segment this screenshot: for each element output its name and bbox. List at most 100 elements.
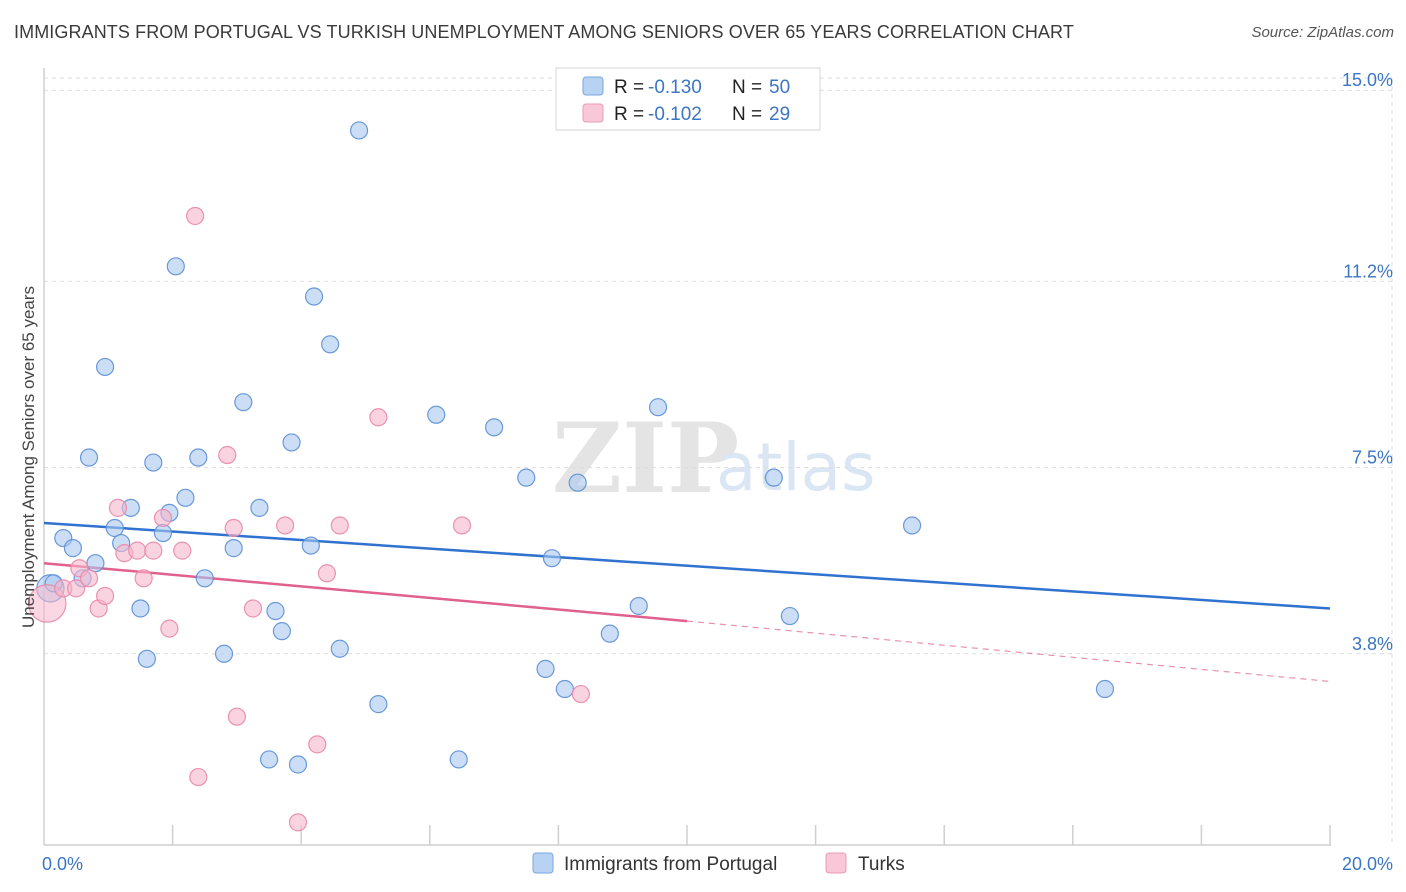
turks-point [288, 813, 308, 832]
portugal-point [764, 468, 783, 487]
legend-n-value-turks: 29 [769, 104, 790, 125]
bottom-legend-item-turks[interactable]: Turks [825, 852, 905, 875]
turks-point [330, 516, 349, 535]
portugal-point [648, 398, 668, 417]
portugal-point [166, 257, 185, 276]
portugal-point [304, 287, 324, 306]
turks-point [186, 206, 205, 226]
portugal-point [369, 695, 388, 714]
bottom-legend-label-portugal: Immigrants from Portugal [564, 854, 777, 875]
stats-legend-row-turks: R = -0.102 N = 29 [582, 103, 790, 125]
turks-point [79, 569, 99, 588]
x-tick-label: 20.0% [1342, 854, 1393, 874]
portugal-point [95, 357, 115, 377]
turks-point [276, 516, 295, 535]
portugal-point [214, 644, 234, 663]
turks-point [571, 684, 591, 704]
portugal-point [321, 335, 340, 354]
trend-lines [43, 521, 1331, 683]
portugal-point [176, 488, 195, 507]
turks-point [153, 508, 173, 528]
portugal-point [555, 679, 574, 699]
watermark-zip: ZIP [552, 402, 739, 515]
source-credit: Source: ZipAtlas.com [1251, 24, 1394, 41]
legend-r-label: R = [614, 104, 644, 125]
bottom-legend: Immigrants from Portugal Turks [532, 852, 905, 875]
portugal-point [79, 448, 99, 467]
portugal-point [144, 453, 163, 472]
portugal-point [105, 518, 124, 538]
portugal-point [195, 569, 214, 588]
portugal-point [131, 599, 150, 618]
turks-point [95, 586, 115, 606]
legend-swatch-turks [582, 103, 604, 123]
portugal-point [349, 121, 369, 140]
turks-point [173, 541, 192, 560]
portugal-point [330, 639, 349, 658]
portugal-point [137, 649, 156, 668]
portugal-point [234, 393, 253, 412]
turks-point [224, 518, 243, 538]
portugal-point [568, 473, 587, 492]
turks-point [452, 516, 472, 535]
turks-point [67, 579, 86, 598]
bottom-legend-swatch-portugal [532, 852, 554, 874]
portugal-point [517, 468, 536, 487]
watermark: ZIP atlas [552, 402, 876, 515]
turks-point [160, 619, 179, 638]
legend-r-label: R = [614, 77, 644, 98]
bottom-legend-item-portugal[interactable]: Immigrants from Portugal [532, 852, 777, 875]
portugal-point [153, 523, 173, 543]
portugal-point [266, 601, 285, 621]
y-tick-label: 3.8% [1352, 634, 1393, 654]
portugal-point [189, 448, 208, 467]
portugal-point [542, 549, 562, 568]
y-tick-label: 7.5% [1352, 448, 1393, 468]
stats-legend-row-portugal: R = -0.130 N = 50 [582, 76, 790, 98]
portugal-point [250, 498, 269, 517]
axes [43, 68, 1331, 846]
turks-point [369, 408, 388, 427]
turks-point [134, 569, 153, 588]
legend-r-value-turks: -0.102 [648, 104, 702, 125]
legend-n-value-portugal: 50 [769, 77, 790, 98]
turks-trend-extension [686, 620, 1331, 683]
turks-trend-line [43, 561, 688, 623]
portugal-point [282, 433, 301, 452]
portugal-point [485, 418, 504, 437]
portugal-point [427, 405, 446, 424]
portugal-point [780, 606, 799, 626]
chart-title: IMMIGRANTS FROM PORTUGAL VS TURKISH UNEM… [14, 22, 1074, 42]
portugal-point [86, 554, 105, 573]
portugal-point [63, 539, 83, 558]
legend-n-label: N = [732, 104, 762, 125]
watermark-atlas: atlas [716, 429, 876, 506]
turks-point [243, 599, 263, 618]
turks-point [128, 541, 147, 560]
turks-point [108, 498, 128, 517]
portugal-point [536, 659, 555, 678]
portugal-point [259, 750, 279, 769]
portugal-trend-line [43, 521, 1331, 610]
portugal-point [301, 536, 320, 555]
portugal-point [1095, 679, 1115, 699]
portugal-point [902, 516, 922, 535]
data-points [27, 121, 1115, 832]
stats-legend: R = -0.130 N = 50 R = -0.102 N = 29 [555, 67, 821, 131]
portugal-point [600, 624, 619, 643]
legend-n-label: N = [732, 77, 762, 98]
legend-swatch-portugal [582, 76, 604, 96]
bottom-legend-label-turks: Turks [858, 854, 905, 875]
legend-r-value-portugal: -0.130 [648, 77, 702, 98]
y-tick-label: 11.2% [1343, 261, 1393, 281]
x-tick-label: 0.0% [42, 854, 83, 874]
portugal-point [288, 755, 308, 774]
portugal-point [272, 622, 292, 641]
portugal-point [629, 596, 648, 616]
turks-point [317, 564, 337, 583]
turks-point [218, 445, 237, 465]
turks-point [308, 735, 327, 754]
y-axis-title: Unemployment Among Seniors over 65 years [19, 286, 38, 628]
y-tick-label: 15.0% [1342, 70, 1393, 90]
